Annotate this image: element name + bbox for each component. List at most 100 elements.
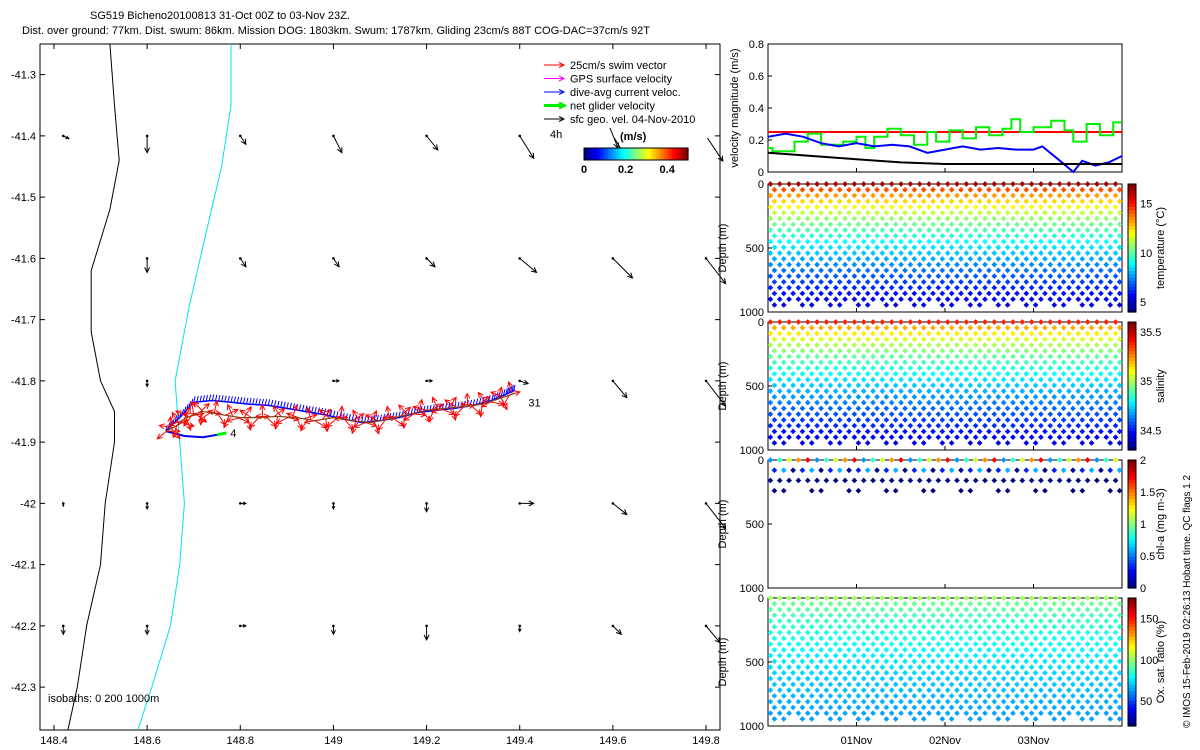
profile-marker bbox=[902, 371, 908, 377]
profile-marker bbox=[892, 198, 899, 205]
dac-vector bbox=[196, 395, 199, 403]
swim-vector bbox=[325, 417, 338, 428]
profile-marker bbox=[780, 440, 787, 446]
profile-marker bbox=[818, 221, 824, 228]
geo-vector-shaft bbox=[333, 258, 340, 268]
geo-vector bbox=[144, 135, 151, 154]
profile-marker bbox=[1019, 227, 1026, 233]
profile-marker bbox=[883, 347, 890, 354]
geo-vector-head bbox=[144, 629, 150, 636]
profile-marker bbox=[948, 186, 955, 193]
profile-marker bbox=[888, 399, 895, 406]
profile-marker bbox=[902, 336, 908, 343]
profile-marker bbox=[808, 302, 815, 308]
profile-marker bbox=[1075, 204, 1082, 210]
profile-marker bbox=[795, 388, 802, 394]
profile-marker bbox=[1112, 227, 1119, 233]
profile-marker bbox=[767, 227, 774, 233]
geo-vector-shaft bbox=[332, 135, 343, 153]
profile-marker bbox=[1075, 284, 1082, 291]
section-y-label: Depth (m) bbox=[717, 638, 729, 687]
profile-marker bbox=[1088, 221, 1095, 228]
section-colorbar-cell bbox=[1128, 264, 1136, 268]
profile-marker bbox=[883, 267, 890, 274]
profile-marker bbox=[1107, 186, 1114, 193]
profile-marker bbox=[935, 353, 942, 360]
profile-marker bbox=[870, 284, 876, 291]
swim-vector-shaft bbox=[307, 407, 312, 421]
profile-marker bbox=[767, 215, 774, 222]
swim-vector bbox=[225, 417, 241, 423]
dac-vector bbox=[314, 406, 317, 414]
profile-marker bbox=[818, 336, 824, 343]
profile-marker bbox=[795, 238, 802, 245]
profile-marker bbox=[916, 365, 923, 371]
profile-marker bbox=[808, 198, 815, 205]
profile-marker bbox=[920, 221, 927, 228]
profile-marker bbox=[920, 198, 927, 205]
profile-marker bbox=[1000, 284, 1007, 291]
profile-marker bbox=[892, 324, 899, 331]
geo-vector-shaft bbox=[519, 380, 529, 385]
dac-vector bbox=[221, 395, 224, 402]
geo-vector-head bbox=[528, 152, 535, 160]
profile-marker bbox=[926, 330, 932, 337]
profile-marker bbox=[995, 302, 1002, 308]
profile-marker bbox=[1042, 221, 1048, 228]
profile-marker bbox=[776, 365, 783, 371]
profile-marker bbox=[870, 353, 876, 360]
profile-marker bbox=[795, 330, 802, 337]
profile-marker bbox=[930, 256, 936, 262]
profile-marker bbox=[1060, 186, 1067, 193]
swim-vector-head bbox=[158, 423, 165, 430]
profile-marker bbox=[874, 336, 880, 343]
swim-vector-shaft bbox=[243, 406, 252, 418]
profile-marker bbox=[874, 405, 880, 412]
profile-marker bbox=[939, 394, 946, 400]
geo-vector-head bbox=[720, 522, 727, 530]
profile-marker bbox=[991, 192, 998, 199]
time-tick-label: 03Nov bbox=[1018, 735, 1050, 747]
section-colorbar-cell bbox=[1128, 299, 1136, 303]
profile-marker bbox=[870, 422, 876, 429]
profile-marker bbox=[851, 388, 858, 394]
profile-marker bbox=[1060, 233, 1067, 239]
swim-vector-head bbox=[225, 417, 233, 423]
profile-marker bbox=[1000, 261, 1007, 268]
profile-marker bbox=[814, 422, 820, 429]
velocity-y-tick-label: 0.4 bbox=[749, 103, 764, 115]
profile-marker bbox=[1116, 279, 1123, 285]
velocity-series bbox=[767, 132, 1123, 174]
profile-marker bbox=[832, 284, 839, 291]
swim-vector-head bbox=[428, 415, 434, 423]
profile-marker bbox=[939, 440, 946, 446]
profile-marker bbox=[1056, 227, 1063, 233]
profile-marker bbox=[1088, 186, 1095, 193]
profile-marker bbox=[799, 186, 806, 193]
profile-marker bbox=[767, 273, 774, 279]
profile-marker bbox=[776, 342, 783, 348]
profile-marker bbox=[926, 319, 932, 325]
profile-marker bbox=[795, 376, 802, 383]
profile-marker bbox=[1088, 244, 1095, 251]
profile-marker bbox=[808, 428, 815, 435]
profile-marker bbox=[930, 267, 936, 274]
geo-vector bbox=[145, 380, 149, 388]
profile-marker bbox=[1088, 267, 1095, 274]
profile-marker bbox=[846, 324, 852, 331]
colorbar-cell bbox=[652, 148, 655, 160]
profile-marker bbox=[920, 290, 927, 297]
profile-marker bbox=[1070, 267, 1076, 274]
colorbar-cell bbox=[628, 148, 631, 160]
profile-marker bbox=[767, 353, 774, 360]
profile-marker bbox=[898, 353, 904, 360]
profile-marker bbox=[1023, 221, 1030, 228]
profile-marker bbox=[907, 411, 914, 417]
profile-marker bbox=[767, 192, 774, 199]
geo-vector-shaft bbox=[705, 380, 727, 407]
profile-marker bbox=[883, 324, 890, 331]
profile-marker bbox=[1066, 284, 1072, 291]
profile-marker bbox=[1094, 204, 1100, 210]
profile-marker bbox=[814, 181, 820, 187]
profile-marker bbox=[804, 284, 811, 291]
